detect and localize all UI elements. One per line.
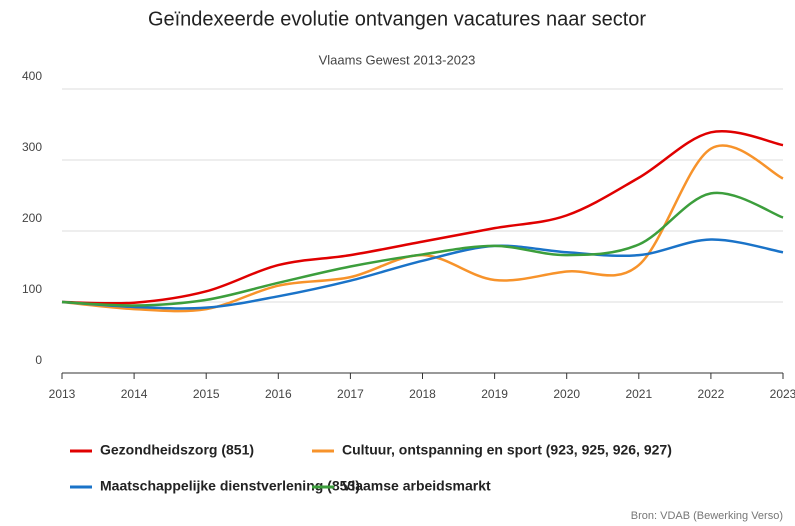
x-tick-label: 2020 — [553, 387, 580, 401]
y-tick-label: 100 — [22, 282, 42, 296]
line — [61, 238, 784, 310]
x-tick-label: 2016 — [265, 387, 292, 401]
chart-subtitle: Vlaams Gewest 2013-2023 — [319, 52, 476, 67]
y-tick-label: 0 — [35, 353, 42, 367]
x-tick-label: 2013 — [49, 387, 76, 401]
line — [61, 129, 784, 305]
x-tick-label: 2015 — [193, 387, 220, 401]
x-tick-label: 2021 — [625, 387, 652, 401]
x-tick-label: 2023 — [770, 387, 795, 401]
line — [61, 191, 784, 307]
y-tick-label: 400 — [22, 69, 42, 83]
x-tick-label: 2017 — [337, 387, 364, 401]
x-tick-label: 2022 — [698, 387, 725, 401]
source: Bron: VDAB (Bewerking Verso) — [631, 510, 783, 522]
chart-title: Geïndexeerde evolutie ontvangen vacature… — [148, 8, 646, 30]
x-tick-label: 2019 — [481, 387, 508, 401]
x-tick-label: 2014 — [121, 387, 148, 401]
y-tick-label: 300 — [22, 140, 42, 154]
x-tick-label: 2018 — [409, 387, 436, 401]
legend-label: Maatschappelijke dienstverlening (853) — [100, 478, 360, 494]
line — [61, 144, 784, 313]
legend-label: Vlaamse arbeidsmarkt — [342, 478, 491, 494]
legend-label: Cultuur, ontspanning en sport (923, 925,… — [342, 442, 672, 458]
legend-label: Gezondheidszorg (851) — [100, 442, 254, 458]
y-tick-label: 200 — [22, 211, 42, 225]
